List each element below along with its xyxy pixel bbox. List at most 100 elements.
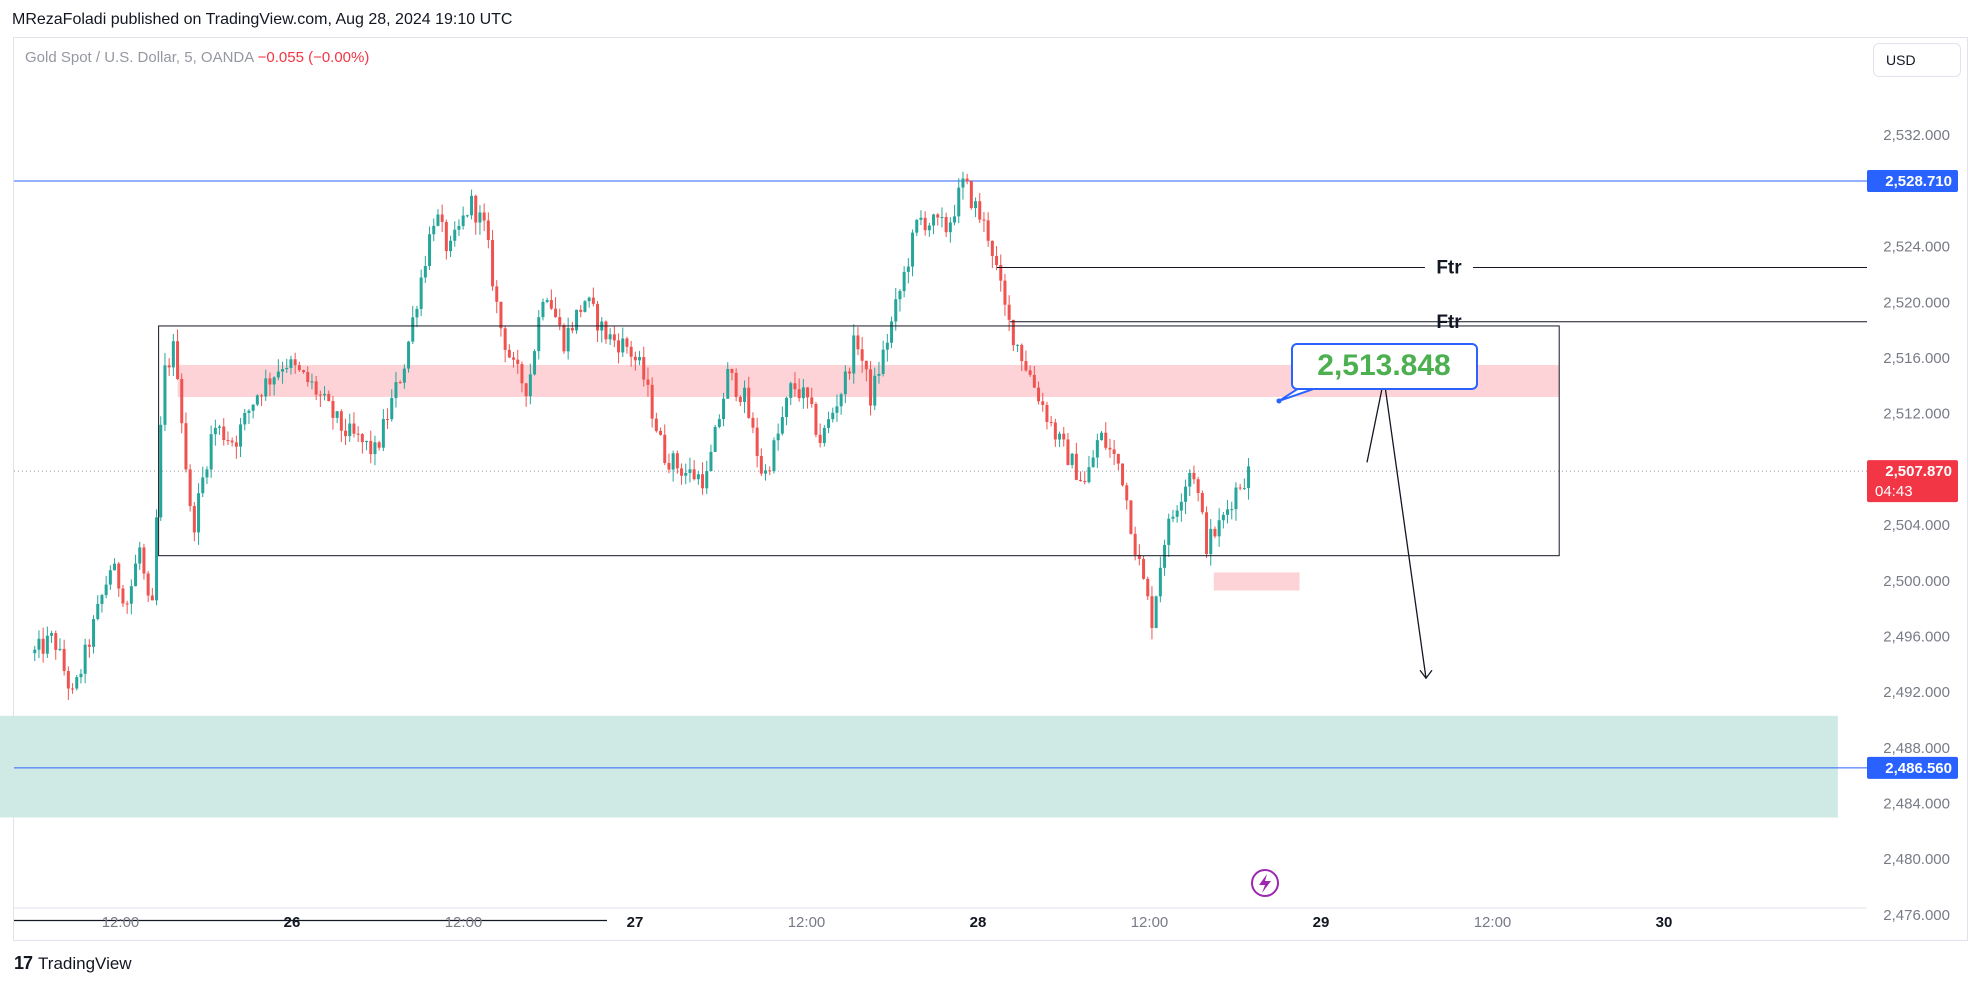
- candle-body: [402, 368, 406, 383]
- candle-body: [192, 506, 196, 533]
- candle-body: [71, 688, 75, 690]
- candle-body: [1142, 558, 1146, 579]
- candle-body: [415, 308, 419, 318]
- candle-body: [516, 359, 520, 365]
- candle-body: [92, 619, 96, 647]
- candle-body: [449, 240, 453, 252]
- candle-body: [1158, 567, 1162, 597]
- candle-body: [818, 434, 822, 444]
- candle-body: [234, 442, 238, 447]
- candle-body: [764, 470, 768, 474]
- candle-body: [579, 309, 583, 312]
- candle-body: [503, 328, 507, 350]
- candle-body: [831, 412, 835, 420]
- candle-body: [444, 221, 448, 252]
- candle-body: [625, 338, 629, 347]
- candle-body: [247, 410, 251, 413]
- drawings-layer[interactable]: Ftr Ftr 2,513.848: [158, 257, 1867, 897]
- symbol-name: Gold Spot / U.S. Dollar, 5, OANDA: [25, 49, 254, 66]
- candle-body: [495, 286, 499, 302]
- candle-body: [793, 383, 797, 390]
- candle-body: [780, 417, 784, 434]
- candle-body: [1230, 509, 1234, 511]
- projection-path[interactable]: [1366, 378, 1427, 679]
- axes-layer: 2,532.000 2,524.000 2,520.000 2,516.000 2,51…: [14, 127, 1950, 931]
- candle-body: [83, 644, 87, 674]
- candle-body: [843, 371, 847, 395]
- candle-body: [890, 321, 894, 343]
- candle-body: [1104, 432, 1108, 448]
- candle-body: [877, 373, 881, 376]
- candle-body: [41, 638, 45, 654]
- range-box[interactable]: [158, 325, 1560, 557]
- candle-body: [310, 381, 314, 383]
- candle-body: [541, 301, 545, 318]
- candle-body: [146, 573, 150, 596]
- candle-body: [37, 638, 41, 650]
- candle-body: [176, 341, 180, 379]
- candle-body: [213, 427, 217, 435]
- candle-body: [297, 365, 301, 371]
- candle-body: [1100, 432, 1104, 441]
- callout-anchor-dot: [1276, 398, 1282, 404]
- y-tick-label: 2,532.000: [1883, 127, 1950, 144]
- candle-body: [96, 603, 100, 620]
- candle-body: [138, 547, 142, 564]
- x-tick-label: 28: [970, 914, 987, 931]
- candle-body: [58, 648, 62, 650]
- candle-body: [327, 393, 331, 402]
- candle-body: [239, 424, 243, 447]
- candle-body: [1058, 433, 1062, 440]
- demand-zone[interactable]: [0, 715, 1838, 818]
- candle-body: [671, 453, 675, 470]
- candle-body: [285, 368, 289, 370]
- candle-body: [814, 403, 818, 435]
- candle-body: [423, 266, 427, 278]
- candle-body: [432, 225, 436, 235]
- candle-body: [864, 360, 868, 370]
- candle-body: [1175, 510, 1179, 517]
- candle-body: [835, 406, 839, 413]
- candle-body: [1137, 554, 1141, 559]
- candle-body: [512, 357, 516, 360]
- lower-level-label: 2,486.560: [1885, 760, 1952, 777]
- symbol-legend[interactable]: Gold Spot / U.S. Dollar, 5, OANDA −0.055…: [25, 49, 369, 66]
- currency-button[interactable]: USD: [1873, 43, 1961, 77]
- candle-body: [184, 423, 188, 470]
- x-tick-label: 12:00: [788, 914, 826, 931]
- candle-body: [617, 340, 621, 353]
- candle-body: [570, 327, 574, 331]
- candle-body: [1205, 512, 1209, 555]
- candle-body: [675, 453, 679, 469]
- candle-body: [205, 469, 209, 478]
- candle-body: [965, 178, 969, 182]
- candle-body: [1095, 440, 1099, 458]
- candle-body: [709, 451, 713, 472]
- candle-body: [171, 341, 175, 368]
- candle-body: [1003, 280, 1007, 305]
- candle-body: [852, 335, 856, 374]
- callout-box[interactable]: [1291, 342, 1478, 390]
- candle-body: [692, 469, 696, 480]
- upper-level-label-bg: [1867, 170, 1958, 192]
- candle-body: [696, 474, 700, 480]
- candle-body: [524, 383, 528, 397]
- candle-body: [663, 434, 667, 463]
- candle-body: [465, 215, 469, 217]
- candle-body: [134, 563, 138, 587]
- candle-body: [419, 277, 423, 309]
- tradingview-logo[interactable]: 17 TradingView: [14, 953, 132, 974]
- candle-body: [528, 374, 532, 397]
- candle-body: [470, 195, 474, 216]
- candle-body: [1192, 472, 1196, 480]
- candle-body: [1129, 500, 1133, 534]
- candle-body: [583, 301, 587, 312]
- y-tick-label: 2,524.000: [1883, 239, 1950, 256]
- y-tick-label: 2,484.000: [1883, 796, 1950, 813]
- candle-body: [360, 434, 364, 443]
- candle-body: [1238, 487, 1242, 489]
- candle-body: [940, 217, 944, 219]
- small-supply-zone[interactable]: [1213, 572, 1300, 591]
- candle-body: [1200, 493, 1204, 513]
